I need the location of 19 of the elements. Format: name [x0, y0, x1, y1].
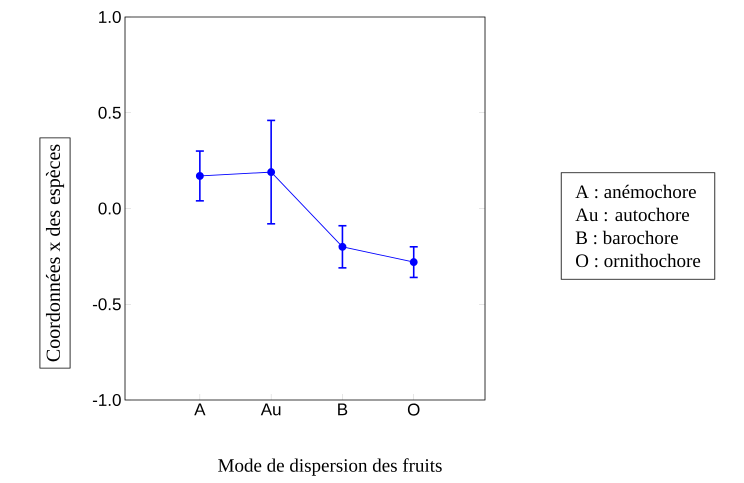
x-tick-label: O — [408, 404, 420, 416]
y-tick-label: -1.0 — [92, 394, 121, 406]
point — [267, 168, 276, 176]
text: A : anémochore — [575, 184, 696, 198]
y-tick-label: 0.5 — [98, 106, 121, 119]
text: Au : autochore — [575, 208, 690, 222]
point — [338, 242, 346, 251]
point — [410, 258, 418, 266]
x-axis-title: Mode de dispersion des fruits — [218, 458, 442, 476]
y-tick-label: 0.0 — [98, 202, 121, 215]
x-tick-label: B — [338, 404, 348, 416]
text: O : ornithochore — [576, 254, 700, 268]
y-tick-label: 1.0 — [99, 10, 121, 24]
y-axis-title: Coordonnées x des espèces — [46, 144, 64, 362]
y-tick-label: -0.5 — [92, 298, 121, 310]
point — [196, 172, 204, 180]
x-tick-label: A — [194, 404, 206, 416]
text: B : barochore — [576, 230, 678, 244]
x-tick-label: Au — [260, 404, 280, 416]
